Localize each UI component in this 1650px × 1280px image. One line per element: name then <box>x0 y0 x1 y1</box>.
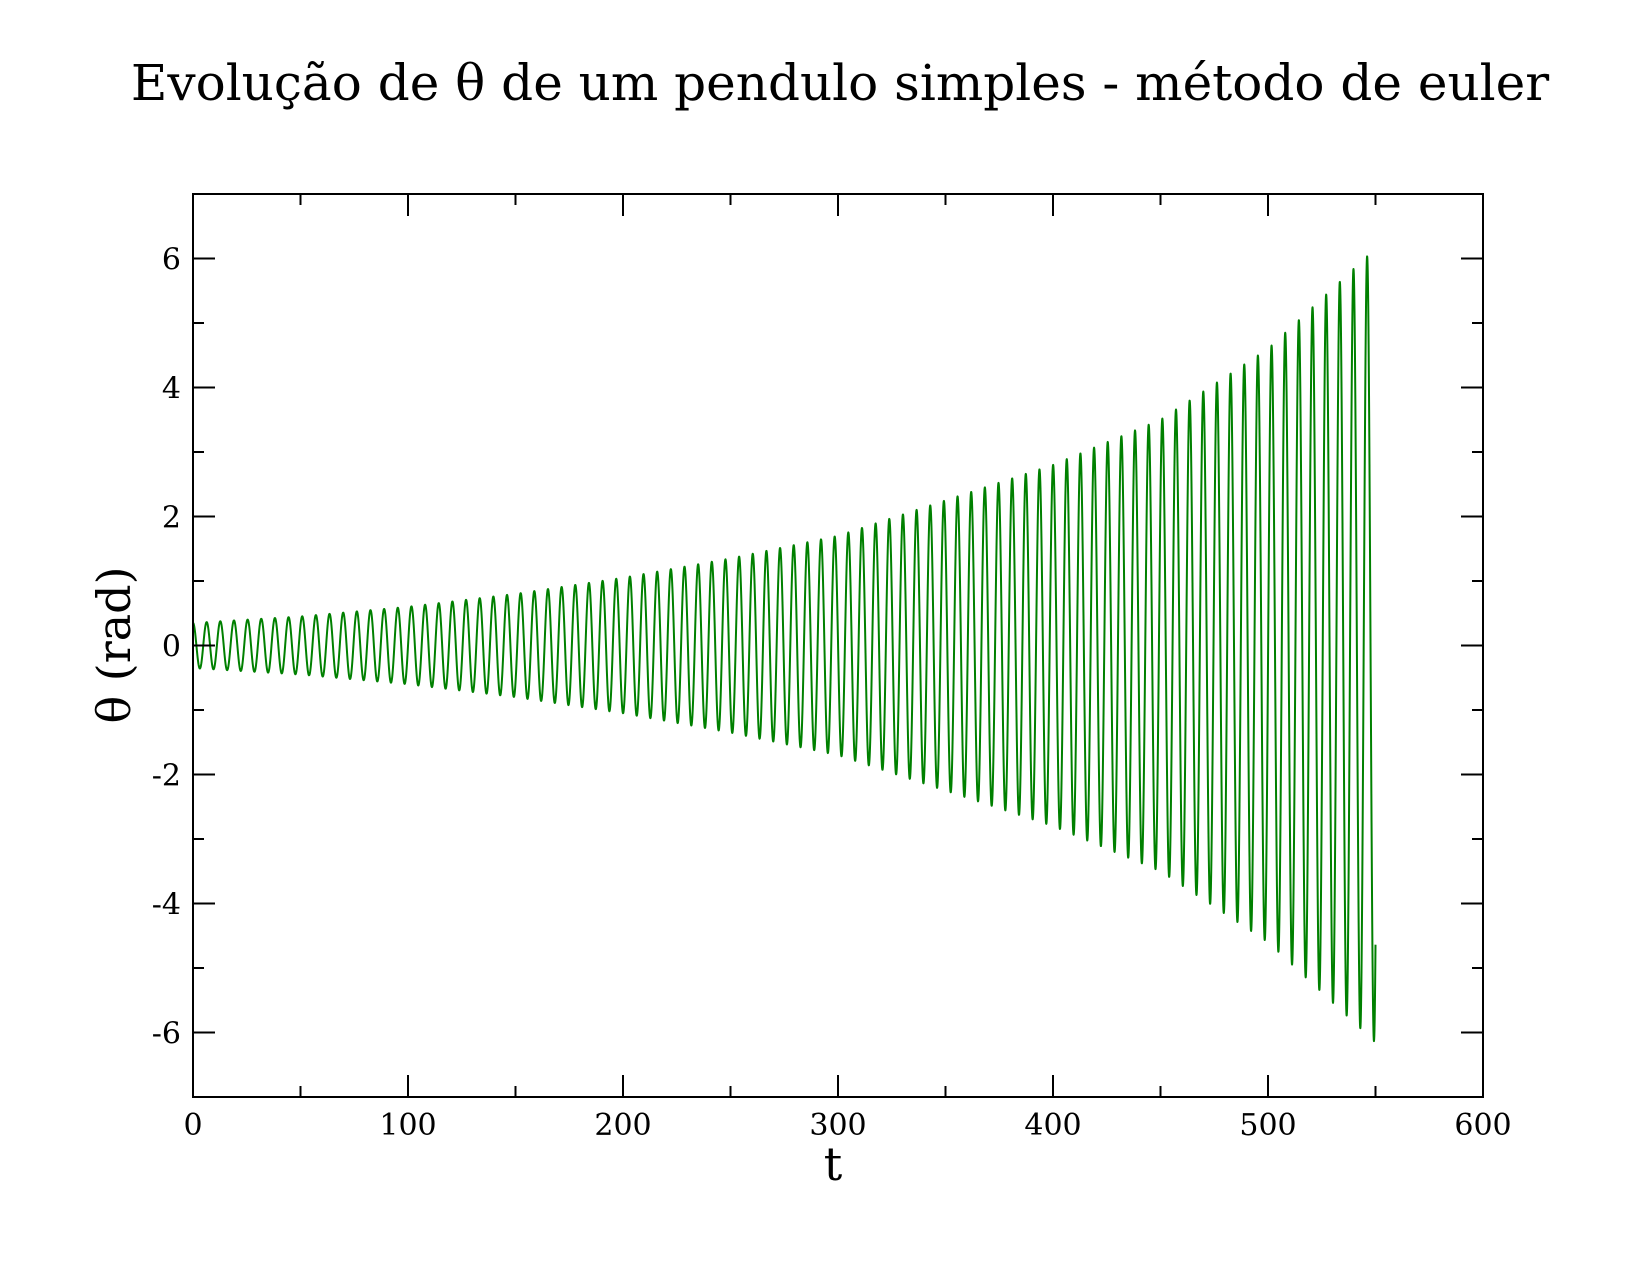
x-tick-label: 100 <box>379 1108 436 1143</box>
y-tick-label: -6 <box>152 1017 181 1052</box>
x-tick-label: 500 <box>1239 1108 1296 1143</box>
y-tick-label: 2 <box>162 501 181 536</box>
x-tick-label: 300 <box>809 1108 866 1143</box>
x-tick-label: 200 <box>594 1108 651 1143</box>
data-series-line <box>192 255 1377 1043</box>
y-tick-label: 6 <box>162 243 181 278</box>
axes: 0 100 200 300 400 500 600 -6 -4 -2 0 2 4 6 <box>152 193 1512 1143</box>
y-tick-label: -4 <box>152 888 181 923</box>
y-axis-label: θ (rad) <box>87 566 141 723</box>
y-tick-label: -2 <box>152 759 181 794</box>
x-axis-label: t <box>824 1137 843 1191</box>
plot-area <box>192 255 1377 1043</box>
x-tick-label: 0 <box>183 1108 202 1143</box>
chart-title: Evolução de θ de um pendulo simples - mé… <box>131 54 1549 112</box>
y-tick-label: 4 <box>162 372 181 407</box>
x-tick-label: 400 <box>1024 1108 1081 1143</box>
x-tick-label: 600 <box>1454 1108 1511 1143</box>
y-tick-label: 0 <box>162 630 181 665</box>
